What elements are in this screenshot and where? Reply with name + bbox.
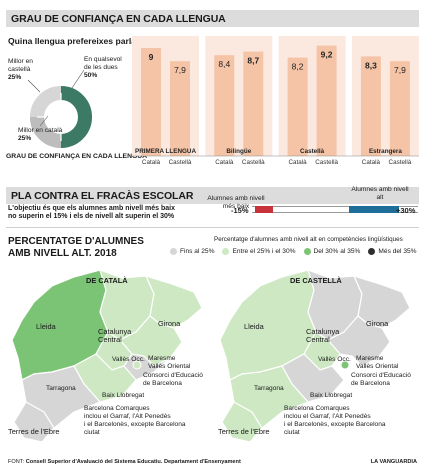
region-consorci <box>132 360 142 370</box>
donut-leader-lines <box>27 69 85 127</box>
bar-1-0 <box>214 55 235 157</box>
legend-item-mid: Entre el 25% i el 30% <box>222 246 296 256</box>
section-title-plan: PLA CONTRA EL FRACÀS ESCOLAR <box>6 187 419 204</box>
label-terres-ebre-cas: Terres de l'Ebre <box>218 427 270 436</box>
legend-item-low: Fins al 25% <box>170 246 214 256</box>
group-name-0: PRIMERA LLENGUA <box>135 148 196 155</box>
label-girona: Girona <box>158 319 181 328</box>
bar-2-0 <box>287 57 308 156</box>
series-label-0-0: Català <box>142 159 161 166</box>
map-castilian <box>219 269 411 443</box>
label-catalunya-central-cas: Catalunya Central <box>306 327 340 344</box>
label-tarragona: Tarragona <box>46 385 76 392</box>
map-legend: Fins al 25% Entre el 25% i el 30% Del 30… <box>170 246 422 256</box>
group-name-3: Estrangera <box>369 148 402 155</box>
legend-item-high: Del 30% al 35% <box>303 246 360 256</box>
high-target-bar <box>349 206 399 213</box>
label-lleida: Lleida <box>36 322 56 331</box>
label-valles-occ-cas: Vallès Occ. <box>318 356 351 363</box>
label-valles-occ: Vallès Occ. <box>112 356 145 363</box>
bar-3-0 <box>360 56 381 156</box>
value-label-1-1: 8,7 <box>247 56 259 66</box>
bar-1-1 <box>243 51 264 156</box>
donut-label-castellano: Millor en castellà 25% <box>8 58 33 81</box>
section-title-percentage: PERCENTATGE D'ALUMNES AMB NIVELL ALT. 20… <box>8 236 144 259</box>
series-label-3-0: Català <box>362 159 381 166</box>
donut-label-both: En qualsevol de les dues 50% <box>84 56 122 79</box>
label-comarques-cas: Barcelona Comarques inclou el Garraf, l'… <box>284 405 386 436</box>
source-footer: FONT: Consell Superior d'Avaluació del S… <box>8 459 241 465</box>
label-consorci: Consorci d'Educació de Barcelona <box>143 372 203 387</box>
label-maresme: Maresme Vallès Oriental <box>148 355 191 370</box>
target-track <box>252 206 418 213</box>
donut-question: Quina llengua prefereixes parlar? <box>8 36 145 46</box>
bar-0-0 <box>141 48 161 156</box>
donut-label-catalan: Millor en català 25% <box>18 127 63 142</box>
value-label-2-1: 9,2 <box>321 50 333 60</box>
low-target-value: -15% <box>231 206 249 215</box>
label-tarragona-cas: Tarragona <box>254 385 284 392</box>
bar-2-1 <box>316 45 337 156</box>
region-maresme-cas <box>327 315 391 367</box>
legend-swatch-top <box>368 247 376 255</box>
low-target-bar <box>255 206 273 213</box>
section3-divider <box>6 227 419 228</box>
series-label-0-1: Castellà <box>169 159 192 166</box>
value-label-3-0: 8,3 <box>365 60 377 70</box>
preference-donut <box>30 86 92 148</box>
confidence-footer-label: GRAU DE CONFIANÇA EN CADA LLENGUA <box>6 153 148 160</box>
series-label-3-1: Castellà <box>389 159 412 166</box>
value-label-3-1: 7,9 <box>394 65 406 75</box>
confidence-bar-chart: 9 Català 7,9 Castellà PRIMERA LLENGUA 8,4 Cata… <box>132 36 419 166</box>
series-label-1-1: Castellà <box>242 159 265 166</box>
donut-segment-catalan <box>30 116 62 148</box>
legend-title: Percentatge d'alumnes amb nivell alt en … <box>214 236 403 243</box>
high-level-label: Alumnes amb nivell alt <box>351 186 409 201</box>
label-consorci-cas: Consorci d'Educació de Barcelona <box>351 372 411 387</box>
brand-footer: LA VANGUARDIA <box>370 459 417 465</box>
legend-swatch-mid <box>222 247 230 255</box>
label-catalunya-central: Catalunya Central <box>98 327 132 344</box>
label-maresme-cas: Maresme Vallès Oriental <box>356 355 399 370</box>
value-label-2-0: 8,2 <box>292 62 304 72</box>
high-target-value: +30% <box>396 206 416 215</box>
map-right-title-text: DE CASTELLÀ <box>290 276 342 285</box>
legend-item-top: Més del 35% <box>368 246 417 256</box>
label-lleida-cas: Lleida <box>244 322 264 331</box>
group-name-1: Bilingüe <box>226 148 251 155</box>
label-comarques: Barcelona Comarques inclou el Garraf, l'… <box>84 405 186 436</box>
label-terres-ebre: Terres de l'Ebre <box>8 427 60 436</box>
region-maresme <box>119 315 183 367</box>
map-left-title: DE CATALÀ <box>86 276 128 285</box>
region-girona-cas <box>352 275 411 329</box>
map-catalan <box>11 269 203 443</box>
label-baix-llobregat: Baix Llobregat <box>102 392 145 399</box>
series-label-1-0: Català <box>215 159 234 166</box>
value-label-0-0: 9 <box>149 52 154 62</box>
donut-segment-both <box>60 86 92 148</box>
region-girona <box>144 275 203 329</box>
value-label-0-1: 7,9 <box>174 65 186 75</box>
bar-0-1 <box>170 61 190 157</box>
group-name-2: Castellà <box>300 148 325 155</box>
section-title-confidence: GRAU DE CONFIANÇA EN CADA LLENGUA <box>6 10 419 27</box>
low-level-label: Alumnes amb nivell més baix <box>207 195 265 210</box>
bar-3-1 <box>389 61 410 157</box>
plan-description: L'objectiu és que els alumnes amb nivell… <box>8 205 176 221</box>
series-label-2-0: Català <box>288 159 307 166</box>
legend-swatch-low <box>170 247 177 255</box>
value-label-1-0: 8,4 <box>218 59 230 69</box>
region-terres-ebre-cas <box>221 401 263 443</box>
series-label-2-1: Castellà <box>315 159 338 166</box>
label-girona-cas: Girona <box>366 319 389 328</box>
label-baix-llobregat-cas: Baix Llobregat <box>310 392 353 399</box>
legend-swatch-high <box>303 247 311 255</box>
region-terres-ebre <box>13 401 55 443</box>
region-consorci-cas <box>340 360 350 370</box>
